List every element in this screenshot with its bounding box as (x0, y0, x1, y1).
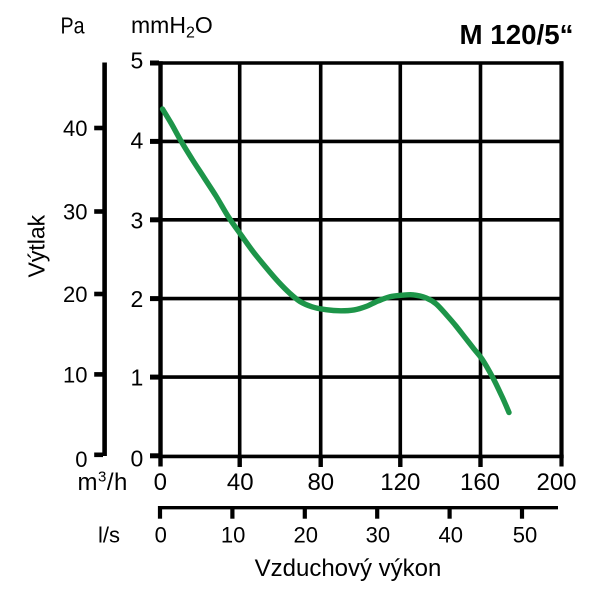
svg-text:20: 20 (293, 522, 317, 547)
svg-text:40: 40 (227, 469, 254, 496)
svg-text:40: 40 (439, 522, 463, 547)
svg-text:m3/h: m3/h (78, 469, 128, 497)
svg-text:2: 2 (131, 286, 144, 312)
svg-text:30: 30 (63, 200, 87, 225)
svg-text:80: 80 (307, 469, 334, 496)
svg-text:30: 30 (366, 522, 390, 547)
svg-text:0: 0 (131, 446, 144, 472)
svg-text:Výtlak: Výtlak (24, 214, 50, 277)
svg-text:0: 0 (155, 522, 167, 547)
svg-text:5: 5 (131, 48, 144, 74)
svg-text:4: 4 (131, 127, 144, 153)
svg-text:10: 10 (221, 522, 245, 547)
svg-text:0: 0 (75, 447, 87, 472)
svg-text:Pa: Pa (61, 13, 85, 39)
svg-text:l/s: l/s (98, 522, 120, 547)
svg-text:10: 10 (63, 363, 87, 388)
svg-text:20: 20 (63, 282, 87, 307)
svg-text:0: 0 (154, 469, 167, 496)
svg-text:M 120/5“: M 120/5“ (460, 19, 574, 50)
svg-text:mmH2O: mmH2O (131, 12, 213, 42)
svg-text:200: 200 (536, 469, 576, 496)
svg-text:40: 40 (63, 116, 87, 141)
svg-text:120: 120 (380, 469, 420, 496)
svg-text:160: 160 (460, 469, 500, 496)
svg-text:3: 3 (131, 207, 144, 233)
svg-text:50: 50 (513, 522, 537, 547)
svg-text:Vzduchový výkon: Vzduchový výkon (255, 555, 442, 582)
svg-text:1: 1 (131, 364, 144, 390)
